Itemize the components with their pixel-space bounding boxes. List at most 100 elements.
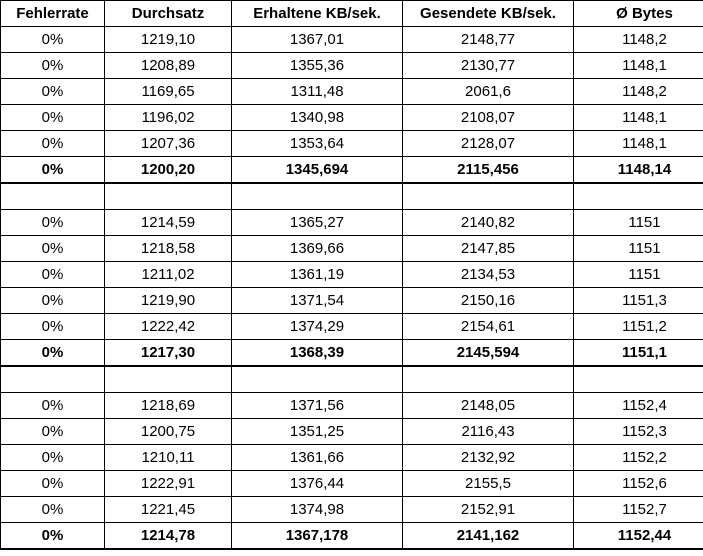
cell-fehlerrate[interactable]: 0% xyxy=(0,522,105,550)
cell-bytes[interactable]: 1151 xyxy=(573,235,703,262)
cell-bytes[interactable]: 1152,3 xyxy=(573,418,703,445)
cell-fehlerrate[interactable]: 0% xyxy=(0,496,105,523)
cell-gesendete[interactable]: 2116,43 xyxy=(402,418,574,445)
cell-bytes[interactable]: 1148,14 xyxy=(573,156,703,184)
empty-cell[interactable] xyxy=(231,365,403,393)
cell-fehlerrate[interactable]: 0% xyxy=(0,78,105,105)
cell-bytes[interactable]: 1148,2 xyxy=(573,26,703,53)
empty-cell[interactable] xyxy=(402,365,574,393)
cell-gesendete[interactable]: 2134,53 xyxy=(402,261,574,288)
cell-fehlerrate[interactable]: 0% xyxy=(0,287,105,314)
empty-cell[interactable] xyxy=(231,182,403,210)
cell-erhaltene[interactable]: 1369,66 xyxy=(231,235,403,262)
cell-gesendete[interactable]: 2148,05 xyxy=(402,392,574,419)
cell-durchsatz[interactable]: 1222,42 xyxy=(104,313,232,340)
cell-durchsatz[interactable]: 1214,59 xyxy=(104,209,232,236)
cell-gesendete[interactable]: 2141,162 xyxy=(402,522,574,550)
cell-gesendete[interactable]: 2132,92 xyxy=(402,444,574,471)
empty-cell[interactable] xyxy=(104,182,232,210)
cell-bytes[interactable]: 1148,1 xyxy=(573,52,703,79)
cell-fehlerrate[interactable]: 0% xyxy=(0,418,105,445)
cell-gesendete[interactable]: 2140,82 xyxy=(402,209,574,236)
cell-fehlerrate[interactable]: 0% xyxy=(0,339,105,367)
header-cell-erhaltene[interactable]: Erhaltene KB/sek. xyxy=(231,0,403,27)
cell-durchsatz[interactable]: 1200,75 xyxy=(104,418,232,445)
header-cell-bytes[interactable]: Ø Bytes xyxy=(573,0,703,27)
cell-fehlerrate[interactable]: 0% xyxy=(0,261,105,288)
cell-durchsatz[interactable]: 1169,65 xyxy=(104,78,232,105)
cell-durchsatz[interactable]: 1221,45 xyxy=(104,496,232,523)
cell-bytes[interactable]: 1151,1 xyxy=(573,339,703,367)
empty-cell[interactable] xyxy=(573,365,703,393)
cell-erhaltene[interactable]: 1340,98 xyxy=(231,104,403,131)
cell-bytes[interactable]: 1151,3 xyxy=(573,287,703,314)
cell-durchsatz[interactable]: 1207,36 xyxy=(104,130,232,157)
header-cell-durchsatz[interactable]: Durchsatz xyxy=(104,0,232,27)
cell-erhaltene[interactable]: 1361,19 xyxy=(231,261,403,288)
cell-erhaltene[interactable]: 1374,29 xyxy=(231,313,403,340)
cell-erhaltene[interactable]: 1367,01 xyxy=(231,26,403,53)
cell-bytes[interactable]: 1152,44 xyxy=(573,522,703,550)
header-cell-fehlerrate[interactable]: Fehlerrate xyxy=(0,0,105,27)
cell-durchsatz[interactable]: 1222,91 xyxy=(104,470,232,497)
cell-erhaltene[interactable]: 1311,48 xyxy=(231,78,403,105)
cell-bytes[interactable]: 1151,2 xyxy=(573,313,703,340)
empty-cell[interactable] xyxy=(0,182,105,210)
cell-fehlerrate[interactable]: 0% xyxy=(0,392,105,419)
cell-erhaltene[interactable]: 1345,694 xyxy=(231,156,403,184)
cell-fehlerrate[interactable]: 0% xyxy=(0,104,105,131)
cell-bytes[interactable]: 1152,6 xyxy=(573,470,703,497)
cell-gesendete[interactable]: 2150,16 xyxy=(402,287,574,314)
cell-gesendete[interactable]: 2154,61 xyxy=(402,313,574,340)
cell-fehlerrate[interactable]: 0% xyxy=(0,209,105,236)
cell-bytes[interactable]: 1148,2 xyxy=(573,78,703,105)
empty-cell[interactable] xyxy=(573,182,703,210)
cell-durchsatz[interactable]: 1217,30 xyxy=(104,339,232,367)
cell-gesendete[interactable]: 2147,85 xyxy=(402,235,574,262)
header-cell-gesendete[interactable]: Gesendete KB/sek. xyxy=(402,0,574,27)
cell-bytes[interactable]: 1148,1 xyxy=(573,130,703,157)
cell-durchsatz[interactable]: 1200,20 xyxy=(104,156,232,184)
cell-erhaltene[interactable]: 1355,36 xyxy=(231,52,403,79)
cell-durchsatz[interactable]: 1218,58 xyxy=(104,235,232,262)
cell-fehlerrate[interactable]: 0% xyxy=(0,470,105,497)
cell-durchsatz[interactable]: 1210,11 xyxy=(104,444,232,471)
cell-fehlerrate[interactable]: 0% xyxy=(0,52,105,79)
cell-durchsatz[interactable]: 1211,02 xyxy=(104,261,232,288)
cell-durchsatz[interactable]: 1214,78 xyxy=(104,522,232,550)
cell-bytes[interactable]: 1152,4 xyxy=(573,392,703,419)
cell-gesendete[interactable]: 2128,07 xyxy=(402,130,574,157)
cell-gesendete[interactable]: 2145,594 xyxy=(402,339,574,367)
cell-bytes[interactable]: 1151 xyxy=(573,261,703,288)
cell-durchsatz[interactable]: 1196,02 xyxy=(104,104,232,131)
empty-cell[interactable] xyxy=(402,182,574,210)
cell-gesendete[interactable]: 2115,456 xyxy=(402,156,574,184)
cell-fehlerrate[interactable]: 0% xyxy=(0,26,105,53)
cell-erhaltene[interactable]: 1376,44 xyxy=(231,470,403,497)
cell-durchsatz[interactable]: 1219,10 xyxy=(104,26,232,53)
cell-fehlerrate[interactable]: 0% xyxy=(0,130,105,157)
cell-erhaltene[interactable]: 1374,98 xyxy=(231,496,403,523)
cell-bytes[interactable]: 1148,1 xyxy=(573,104,703,131)
cell-gesendete[interactable]: 2152,91 xyxy=(402,496,574,523)
cell-gesendete[interactable]: 2130,77 xyxy=(402,52,574,79)
cell-gesendete[interactable]: 2108,07 xyxy=(402,104,574,131)
cell-durchsatz[interactable]: 1219,90 xyxy=(104,287,232,314)
cell-fehlerrate[interactable]: 0% xyxy=(0,235,105,262)
cell-erhaltene[interactable]: 1367,178 xyxy=(231,522,403,550)
cell-fehlerrate[interactable]: 0% xyxy=(0,444,105,471)
cell-erhaltene[interactable]: 1351,25 xyxy=(231,418,403,445)
cell-gesendete[interactable]: 2155,5 xyxy=(402,470,574,497)
cell-durchsatz[interactable]: 1208,89 xyxy=(104,52,232,79)
cell-erhaltene[interactable]: 1368,39 xyxy=(231,339,403,367)
cell-bytes[interactable]: 1151 xyxy=(573,209,703,236)
cell-bytes[interactable]: 1152,7 xyxy=(573,496,703,523)
cell-erhaltene[interactable]: 1365,27 xyxy=(231,209,403,236)
empty-cell[interactable] xyxy=(104,365,232,393)
cell-fehlerrate[interactable]: 0% xyxy=(0,156,105,184)
cell-bytes[interactable]: 1152,2 xyxy=(573,444,703,471)
cell-fehlerrate[interactable]: 0% xyxy=(0,313,105,340)
cell-erhaltene[interactable]: 1361,66 xyxy=(231,444,403,471)
cell-gesendete[interactable]: 2148,77 xyxy=(402,26,574,53)
cell-erhaltene[interactable]: 1371,54 xyxy=(231,287,403,314)
